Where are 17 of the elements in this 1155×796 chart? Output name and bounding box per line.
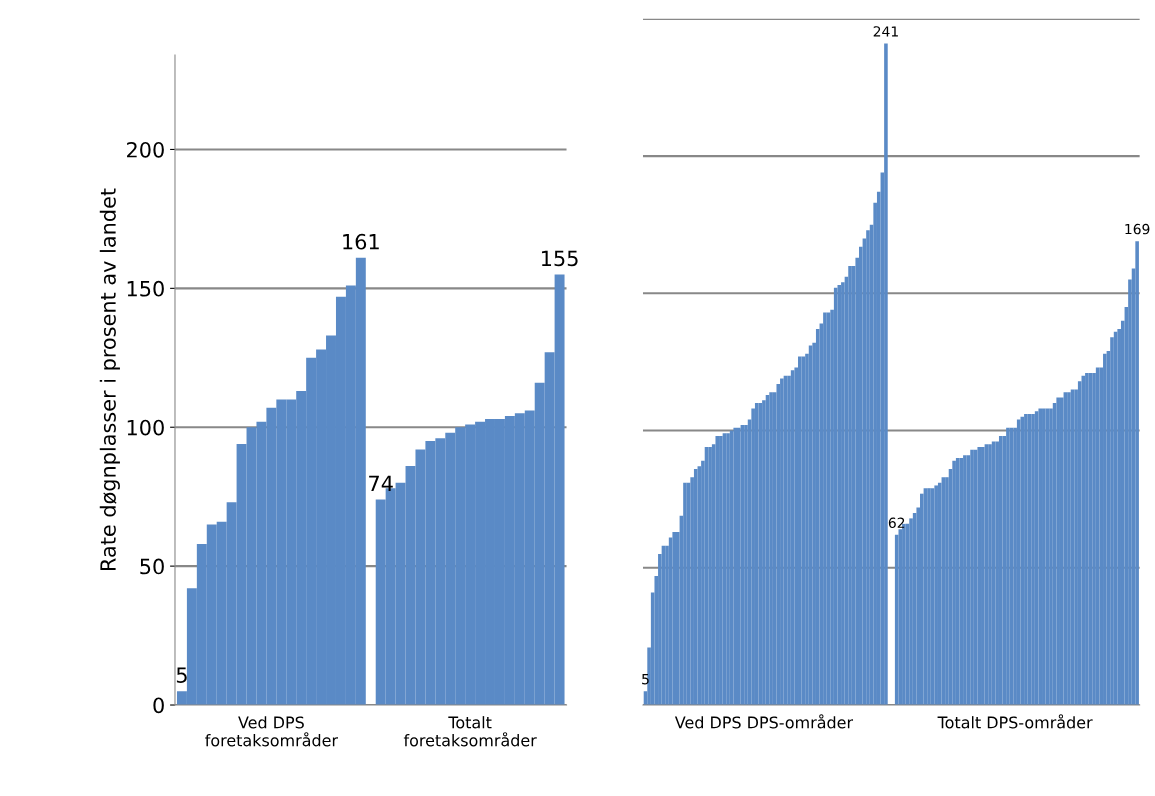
data-label: 241 <box>873 26 898 37</box>
x-tick-label: Ved DPS foretaksområder <box>205 716 339 747</box>
data-label: 5 <box>176 667 187 683</box>
data-label: 62 <box>888 517 905 528</box>
data-label: 161 <box>343 233 379 250</box>
data-label: 169 <box>1125 223 1150 235</box>
y-tick-label: 50 <box>140 558 164 575</box>
y-axis-title: Rate døgnplasser i prosent av landet <box>99 188 120 571</box>
y-tick-label: 0 <box>153 697 164 714</box>
y-tick-label: 200 <box>127 141 164 158</box>
y-tick-label: 150 <box>127 280 164 297</box>
data-label: 74 <box>369 475 393 491</box>
x-tick-label: Totalt foretaksområder <box>403 716 537 747</box>
data-label: 155 <box>541 250 578 267</box>
x-tick-label: Ved DPS DPS-områder <box>674 714 854 729</box>
y-tick-label: 100 <box>127 419 164 436</box>
x-tick-label: Totalt DPS-områder <box>937 714 1093 729</box>
